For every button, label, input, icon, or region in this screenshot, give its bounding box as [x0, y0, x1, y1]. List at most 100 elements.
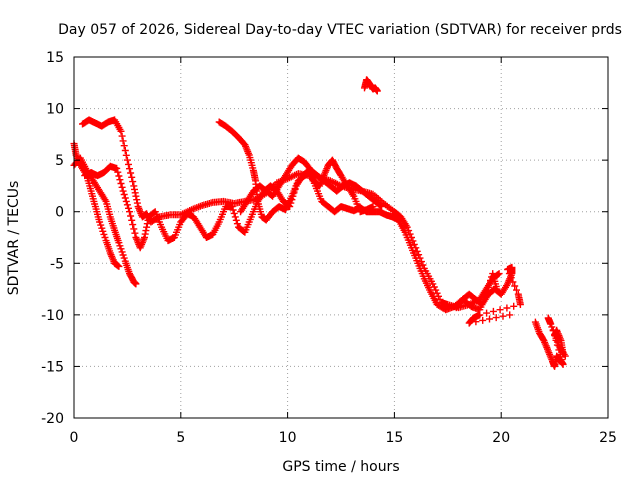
data-point — [418, 258, 425, 266]
data-point — [232, 216, 240, 224]
data-point — [369, 203, 377, 211]
data-point — [119, 137, 127, 145]
data-point — [377, 202, 384, 210]
data-point — [122, 151, 130, 159]
data-point — [505, 270, 513, 278]
data-points — [70, 76, 569, 370]
data-point — [548, 323, 556, 331]
data-point — [123, 201, 131, 209]
x-tick-label: 10 — [279, 430, 297, 446]
data-point — [120, 191, 128, 198]
grid-lines — [74, 57, 608, 418]
data-point — [558, 356, 566, 364]
y-tick-label: -15 — [41, 359, 64, 375]
chart-title: Day 057 of 2026, Sidereal Day-to-day VTE… — [58, 22, 622, 38]
data-point — [98, 224, 106, 232]
data-point — [231, 213, 239, 221]
data-point — [116, 176, 124, 184]
data-point — [496, 306, 504, 314]
data-point — [97, 221, 105, 229]
data-point — [129, 221, 137, 229]
x-tick-label: 25 — [599, 430, 617, 446]
data-point — [228, 203, 236, 211]
data-point — [113, 164, 121, 172]
data-point — [117, 245, 125, 253]
data-point — [142, 227, 150, 235]
data-point — [132, 280, 140, 288]
data-point — [551, 331, 559, 338]
data-point — [121, 194, 129, 202]
data-point — [494, 271, 502, 278]
data-point — [230, 209, 238, 217]
data-point — [507, 274, 515, 282]
data-point — [100, 230, 108, 238]
data-point — [484, 283, 492, 291]
data-point — [516, 301, 524, 308]
data-point — [130, 225, 138, 233]
data-point — [127, 169, 135, 177]
data-point — [378, 203, 386, 211]
data-point — [413, 247, 421, 255]
data-point — [121, 147, 129, 154]
data-point — [504, 266, 512, 273]
data-point — [120, 254, 128, 262]
y-tick-label: 10 — [46, 102, 64, 118]
data-point — [128, 173, 136, 181]
data-point — [144, 216, 152, 224]
series-track-9 — [531, 314, 569, 370]
data-point — [125, 160, 132, 168]
data-point — [115, 172, 123, 180]
data-point — [553, 338, 561, 346]
data-point — [483, 309, 491, 317]
data-point — [126, 165, 133, 173]
data-point — [126, 208, 133, 216]
data-point — [511, 282, 519, 290]
plot-frame — [73, 56, 609, 419]
y-tick-label: 5 — [55, 153, 64, 169]
data-point — [128, 216, 136, 224]
data-point — [561, 352, 569, 360]
data-point — [118, 183, 126, 191]
series-track-8 — [452, 263, 524, 327]
data-point — [119, 251, 127, 259]
y-axis-label: SDTVAR / TECUs — [6, 181, 22, 296]
data-point — [429, 280, 437, 288]
data-point — [492, 314, 500, 322]
data-point — [506, 311, 514, 319]
data-point — [552, 334, 560, 342]
data-point — [99, 227, 107, 235]
data-point — [479, 316, 487, 324]
x-tick-label: 15 — [385, 430, 403, 446]
y-tick-label: -10 — [41, 308, 64, 324]
data-point — [118, 132, 126, 140]
x-tick-label: 5 — [176, 430, 185, 446]
data-point — [123, 156, 131, 164]
data-point — [132, 192, 140, 200]
data-point — [115, 262, 123, 270]
data-point — [125, 204, 132, 212]
data-point — [118, 248, 126, 256]
data-point — [495, 270, 503, 278]
data-point — [127, 212, 135, 220]
data-point — [486, 315, 493, 323]
x-tick-label: 20 — [492, 430, 510, 446]
data-point — [559, 360, 567, 368]
data-point — [472, 318, 480, 326]
data-point — [229, 206, 237, 214]
data-point — [510, 302, 518, 310]
data-point — [133, 199, 141, 207]
data-point — [489, 307, 497, 315]
data-point — [403, 223, 411, 231]
y-tick-label: -5 — [50, 256, 64, 272]
data-point — [487, 277, 494, 284]
y-tick-label: 15 — [46, 50, 64, 66]
y-tick-label: -20 — [41, 411, 64, 427]
data-point — [233, 220, 241, 228]
data-point — [509, 278, 517, 286]
data-point — [129, 178, 137, 186]
data-point — [486, 280, 493, 288]
data-point — [96, 218, 104, 226]
series-track-5 — [215, 118, 377, 224]
data-point — [119, 187, 127, 195]
